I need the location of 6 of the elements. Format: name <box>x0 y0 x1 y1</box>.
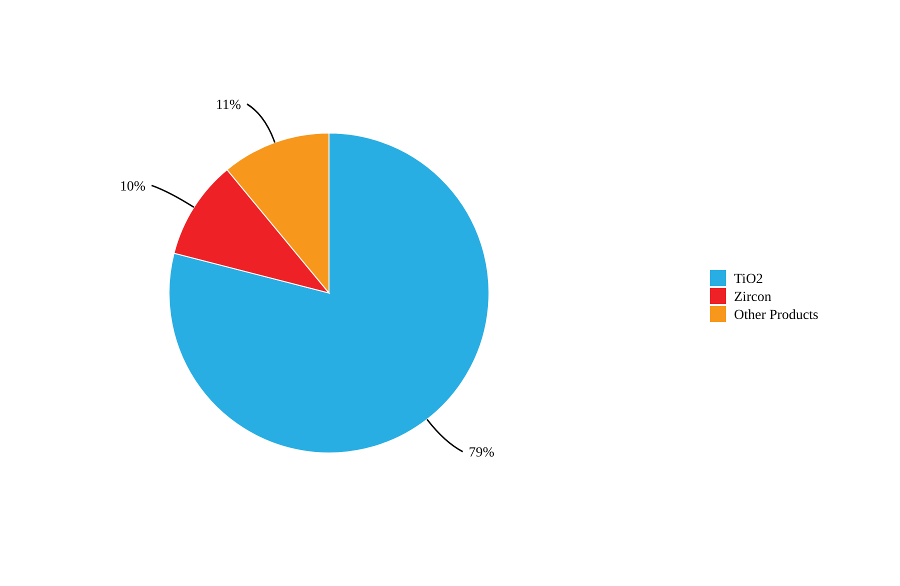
data-label: 79% <box>468 446 495 461</box>
data-label: 10% <box>120 179 146 194</box>
legend-label: TiO2 <box>734 272 764 287</box>
legend-label: Other Products <box>734 308 818 323</box>
legend-label: Zircon <box>734 290 772 305</box>
data-label: 11% <box>216 98 242 113</box>
